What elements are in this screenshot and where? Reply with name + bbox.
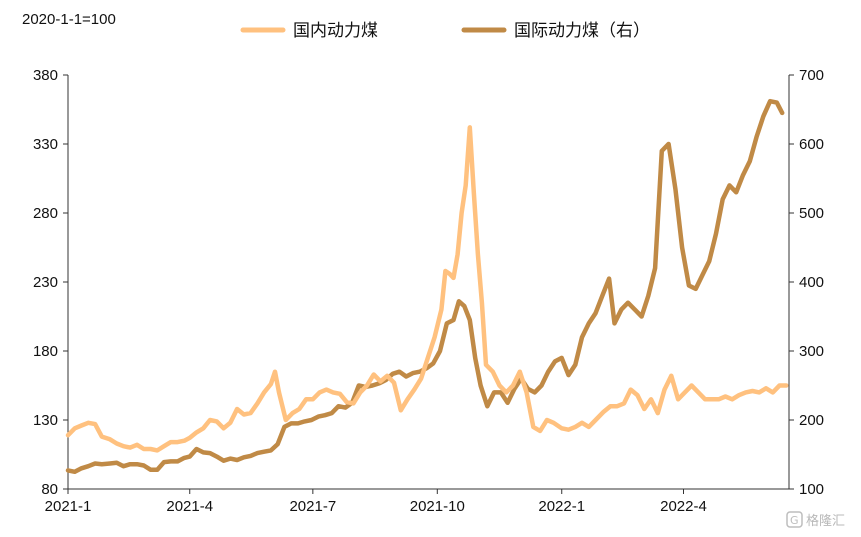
y-left-tick-label: 230 — [33, 274, 58, 291]
y-left-tick-label: 380 — [33, 67, 58, 84]
legend-item-domestic: 国内动力煤 — [243, 21, 378, 41]
legend-item-international: 国际动力煤（右） — [464, 21, 650, 41]
x-tick-label: 2021-7 — [289, 498, 336, 515]
y-right-tick-label: 600 — [799, 136, 824, 153]
y-right-tick-label: 700 — [799, 67, 824, 84]
gelonghui-logo-icon: G — [787, 512, 802, 527]
y-left-tick-label: 330 — [33, 136, 58, 153]
x-tick-label: 2021-10 — [410, 498, 465, 515]
legend: 国内动力煤 国际动力煤（右） — [243, 21, 650, 41]
legend-label-international: 国际动力煤（右） — [514, 21, 650, 41]
x-tick-label: 2021-4 — [166, 498, 213, 515]
series-line-international — [68, 101, 782, 472]
watermark: G 格隆汇 — [787, 512, 845, 529]
y-left-tick-label: 180 — [33, 343, 58, 360]
y-right-tick-label: 100 — [799, 481, 824, 498]
y-left-tick-label: 80 — [41, 481, 58, 498]
y-right-tick-label: 300 — [799, 343, 824, 360]
y-right-tick-label: 200 — [799, 412, 824, 429]
series-line-domestic — [68, 127, 786, 450]
x-tick-label: 2022-1 — [538, 498, 585, 515]
y-right-tick-label: 500 — [799, 205, 824, 222]
plot-area — [68, 101, 786, 472]
svg-text:G: G — [790, 514, 799, 527]
chart-note: 2020-1-1=100 — [22, 11, 116, 28]
x-tick-label: 2021-1 — [45, 498, 92, 515]
y-left-tick-label: 280 — [33, 205, 58, 222]
y-right-tick-label: 400 — [799, 274, 824, 291]
watermark-text: 格隆汇 — [806, 513, 845, 529]
legend-label-domestic: 国内动力煤 — [293, 21, 378, 41]
y-left-tick-label: 130 — [33, 412, 58, 429]
x-tick-label: 2022-4 — [660, 498, 707, 515]
